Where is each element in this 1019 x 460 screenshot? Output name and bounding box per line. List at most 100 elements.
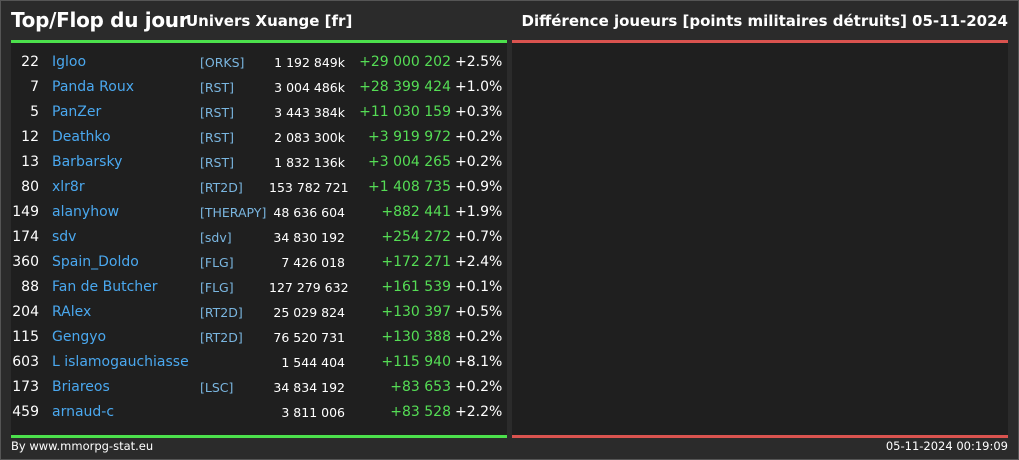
player-name-link[interactable]: Panda Roux (52, 79, 135, 95)
alliance-tag-link[interactable]: [RST] (200, 80, 235, 95)
player-name-link[interactable]: PanZer (52, 104, 102, 120)
player-name-link[interactable]: Briareos (52, 379, 110, 395)
percent-change: +8.1% (455, 354, 503, 370)
page-title: Top/Flop du jour (11, 8, 189, 32)
player-rank: 5 (30, 104, 39, 120)
table-row: 12 Deathko [RST] 2 083 300k +3 919 972 +0.2% (11, 125, 507, 150)
points-difference: +130 388 (381, 329, 451, 345)
player-rank: 174 (12, 229, 39, 245)
points-difference: +254 272 (381, 229, 451, 245)
table-row: 5 PanZer [RST] 3 443 384k +11 030 159 +0.3% (11, 100, 507, 125)
alliance-tag-link[interactable]: [THERAPY] (200, 205, 267, 220)
points-difference: +130 397 (381, 304, 451, 320)
player-name-link[interactable]: L islamogauchiasse (52, 354, 189, 370)
player-name-link[interactable]: Igloo (52, 54, 87, 70)
player-name-link[interactable]: xlr8r (52, 179, 85, 195)
table-row: 115 Gengyo [RT2D] 76 520 731 +130 388 +0.2% (11, 325, 507, 350)
alliance-tag-link[interactable]: [RST] (200, 105, 235, 120)
percent-change: +1.9% (455, 204, 503, 220)
percent-change: +0.9% (455, 179, 503, 195)
alliance-tag-link[interactable]: [RT2D] (200, 305, 243, 320)
player-rank: 149 (12, 204, 39, 220)
table-row: 88 Fan de Butcher [FLG] 127 279 632 +161 539… (11, 275, 507, 300)
percent-change: +2.5% (455, 54, 503, 70)
player-rank: 88 (21, 279, 39, 295)
player-rank: 12 (21, 129, 39, 145)
points-difference: +28 399 424 (359, 79, 451, 95)
player-name-link[interactable]: alanyhow (52, 204, 120, 220)
player-points: 48 636 604 (273, 205, 345, 220)
percent-change: +0.2% (455, 129, 503, 145)
player-points: 25 029 824 (273, 305, 345, 320)
points-difference: +29 000 202 (359, 54, 451, 70)
table-row: 7 Panda Roux [RST] 3 004 486k +28 399 424 +1.… (11, 75, 507, 100)
footer-source: By www.mmorpg-stat.eu (11, 439, 154, 453)
percent-change: +0.3% (455, 104, 503, 120)
player-name-link[interactable]: arnaud-c (52, 404, 115, 420)
table-row: 459 arnaud-c 3 811 006 +83 528 +2.2% (11, 400, 507, 425)
percent-change: +0.7% (455, 229, 503, 245)
player-name-link[interactable]: Deathko (52, 129, 111, 145)
percent-change: +0.2% (455, 379, 503, 395)
player-points: 34 834 192 (273, 380, 345, 395)
points-difference: +161 539 (381, 279, 451, 295)
header-date: 05-11-2024 (912, 12, 1008, 30)
points-difference: +882 441 (381, 204, 451, 220)
alliance-tag-link[interactable]: [RT2D] (200, 180, 243, 195)
player-name-link[interactable]: Barbarsky (52, 154, 123, 170)
player-points: 3 443 384k (274, 105, 345, 120)
player-rank: 360 (12, 254, 39, 270)
alliance-tag-link[interactable]: [RST] (200, 130, 235, 145)
alliance-tag-link[interactable]: [RT2D] (200, 330, 243, 345)
alliance-tag-link[interactable]: [FLG] (200, 280, 234, 295)
player-points: 153 782 721 (269, 180, 349, 195)
player-points: 1 544 404 (281, 355, 345, 370)
metric-label: Différence joueurs [points militaires dé… (521, 12, 907, 30)
table-row: 22 Igloo [ORKS] 1 192 849k +29 000 202 +2.5% (11, 50, 507, 75)
universe-label: Univers Xuange [fr] (186, 12, 353, 30)
player-name-link[interactable]: sdv (52, 229, 77, 245)
points-difference: +83 653 (390, 379, 451, 395)
player-name-link[interactable]: Gengyo (52, 329, 107, 345)
points-difference: +11 030 159 (359, 104, 451, 120)
player-points: 2 083 300k (274, 130, 345, 145)
table-row: 149 alanyhow [THERAPY] 48 636 604 +882 441 +1… (11, 200, 507, 225)
player-rank: 13 (21, 154, 39, 170)
percent-change: +0.1% (455, 279, 503, 295)
alliance-tag-link[interactable]: [LSC] (200, 380, 234, 395)
footer-timestamp: 05-11-2024 00:19:09 (885, 439, 1008, 453)
player-name-link[interactable]: RAlex (52, 304, 92, 320)
player-name-link[interactable]: Fan de Butcher (52, 279, 158, 295)
table-row: 173 Briareos [LSC] 34 834 192 +83 653 +0.2% (11, 375, 507, 400)
player-points: 76 520 731 (273, 330, 345, 345)
points-difference: +83 528 (390, 404, 451, 420)
points-difference: +115 940 (381, 354, 451, 370)
points-difference: +3 919 972 (368, 129, 451, 145)
player-rank: 115 (12, 329, 39, 345)
player-rank: 459 (12, 404, 39, 420)
percent-change: +2.2% (455, 404, 503, 420)
table-row: 174 sdv [sdv] 34 830 192 +254 272 +0.7% (11, 225, 507, 250)
percent-change: +0.2% (455, 329, 503, 345)
percent-change: +1.0% (455, 79, 503, 95)
table-row: 13 Barbarsky [RST] 1 832 136k +3 004 265 +0.2… (11, 150, 507, 175)
table-row: 80 xlr8r [RT2D] 153 782 721 +1 408 735 +0.9% (11, 175, 507, 200)
alliance-tag-link[interactable]: [sdv] (200, 230, 232, 245)
alliance-tag-link[interactable]: [RST] (200, 155, 235, 170)
points-difference: +3 004 265 (368, 154, 451, 170)
player-points: 7 426 018 (281, 255, 345, 270)
player-points: 1 832 136k (274, 155, 345, 170)
player-name-link[interactable]: Spain_Doldo (52, 254, 139, 270)
player-points: 127 279 632 (269, 280, 349, 295)
table-row: 360 Spain_Doldo [FLG] 7 426 018 +172 271 +2.4… (11, 250, 507, 275)
percent-change: +0.2% (455, 154, 503, 170)
top-panel: 22 Igloo [ORKS] 1 192 849k +29 000 202 +2.5% 7… (11, 40, 507, 438)
alliance-tag-link[interactable]: [FLG] (200, 255, 234, 270)
table-row: 603 L islamogauchiasse 1 544 404 +115 940 +8… (11, 350, 507, 375)
points-difference: +1 408 735 (368, 179, 451, 195)
player-points: 3 811 006 (281, 405, 345, 420)
alliance-tag-link[interactable]: [ORKS] (200, 55, 245, 70)
player-rank: 22 (21, 54, 39, 70)
flop-panel (512, 40, 1008, 438)
percent-change: +0.5% (455, 304, 503, 320)
